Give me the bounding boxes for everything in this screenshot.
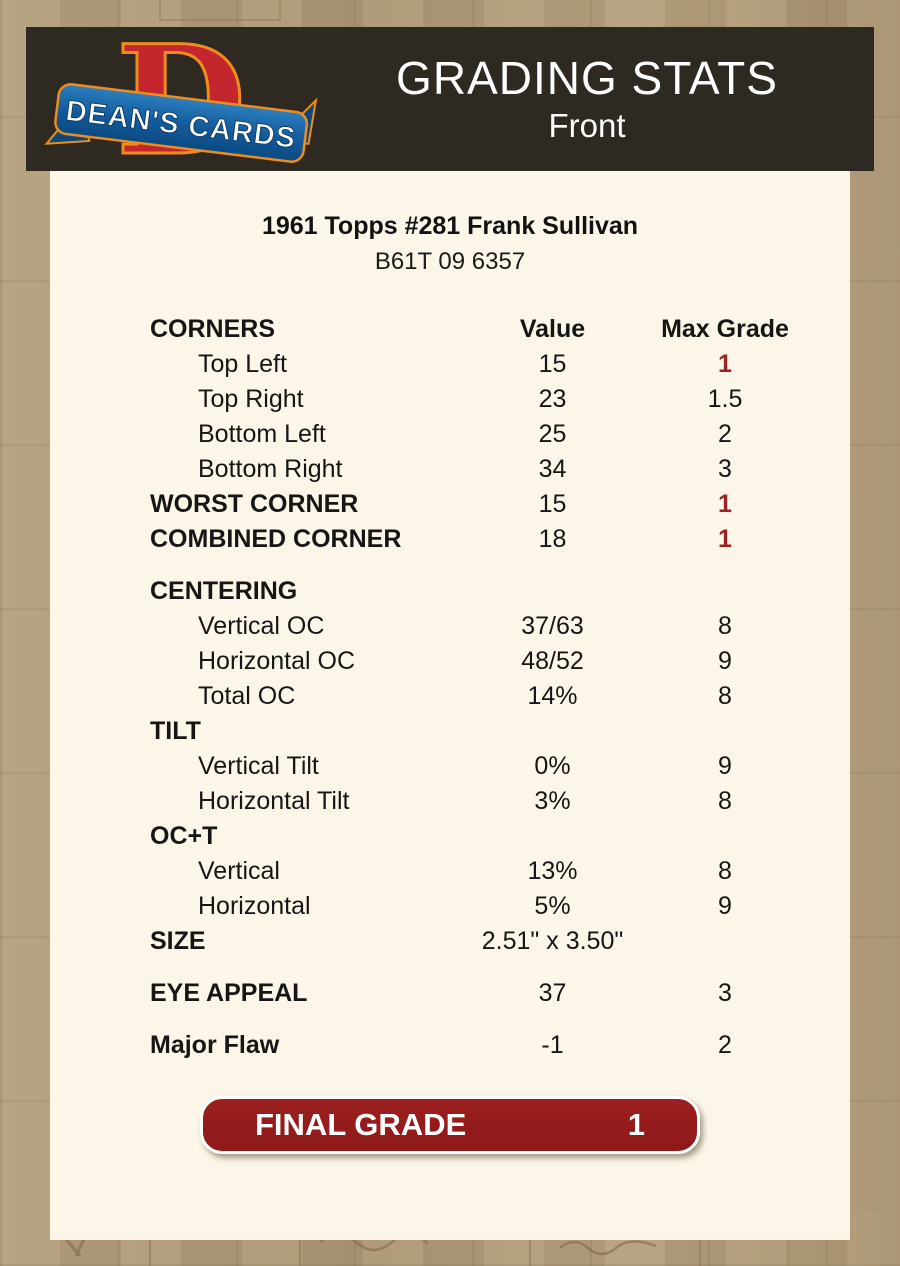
- row-max-grade: 3: [718, 979, 732, 1007]
- page-title: GRADING STATS: [396, 52, 778, 104]
- table-row: Top Right 23 1.5: [50, 382, 850, 417]
- card-title: 1961 Topps #281 Frank Sullivan: [261, 212, 639, 240]
- row-value: -1: [541, 1031, 564, 1059]
- row-value: 13%: [527, 857, 578, 885]
- table-row: Bottom Right 34 3: [50, 452, 850, 487]
- card-serial-number: B61T 09 6357: [374, 248, 526, 275]
- table-row: TILT: [50, 714, 850, 749]
- row-max-grade: 1: [718, 350, 732, 378]
- table-row: CENTERING: [50, 574, 850, 609]
- row-max-grade: 8: [718, 612, 732, 640]
- row-value: 3%: [534, 787, 571, 815]
- row-label: Bottom Left: [198, 420, 326, 448]
- row-label: WORST CORNER: [150, 490, 359, 518]
- table-spacer: [50, 959, 850, 976]
- row-label: Horizontal: [198, 892, 311, 920]
- row-label: OC+T: [150, 822, 218, 850]
- row-label: TILT: [150, 717, 201, 745]
- row-value: 0%: [534, 752, 571, 780]
- table-row: SIZE 2.51" x 3.50": [50, 924, 850, 959]
- table-row: WORST CORNER 15 1: [50, 487, 850, 522]
- row-label: CENTERING: [150, 577, 298, 605]
- table-row: CORNERS Value Max Grade: [50, 312, 850, 347]
- table-row: Vertical 13% 8: [50, 854, 850, 889]
- table-row: Top Left 15 1: [50, 347, 850, 382]
- row-label: CORNERS: [150, 315, 276, 343]
- page-subtitle-front: Front: [548, 107, 626, 144]
- row-value: 37: [538, 979, 567, 1007]
- row-value: Value: [519, 315, 586, 343]
- row-value: 23: [538, 385, 567, 413]
- row-label: Horizontal Tilt: [198, 787, 350, 815]
- table-row: Total OC 14% 8: [50, 679, 850, 714]
- final-grade-value: 1: [627, 1107, 645, 1142]
- row-label: Major Flaw: [150, 1031, 280, 1059]
- row-label: Bottom Right: [198, 455, 343, 483]
- table-row: Vertical Tilt 0% 9: [50, 749, 850, 784]
- row-label: Top Right: [198, 385, 304, 413]
- row-max-grade: 9: [718, 752, 732, 780]
- card-collage-top-decoration: [159, 0, 760, 25]
- row-value: 25: [538, 420, 567, 448]
- grading-stats-card: 1961 Topps #281 Frank Sullivan B61T 09 6…: [50, 171, 850, 1240]
- row-value: 48/52: [521, 647, 584, 675]
- row-label: Total OC: [198, 682, 296, 710]
- row-label: Vertical OC: [198, 612, 325, 640]
- row-label: Vertical Tilt: [198, 752, 319, 780]
- row-value: 15: [538, 490, 567, 518]
- row-value: 15: [538, 350, 567, 378]
- row-max-grade: 8: [718, 682, 732, 710]
- table-row: OC+T: [50, 819, 850, 854]
- row-label: Vertical: [198, 857, 280, 885]
- final-grade-label: FINAL GRADE: [255, 1107, 467, 1142]
- row-label: COMBINED CORNER: [150, 525, 402, 553]
- row-max-grade: 1.5: [707, 385, 743, 413]
- table-row: COMBINED CORNER 18 1: [50, 522, 850, 557]
- row-value: 5%: [534, 892, 571, 920]
- table-row: Major Flaw -1 2: [50, 1028, 850, 1063]
- row-value: 2.51" x 3.50": [481, 927, 624, 955]
- table-row: EYE APPEAL 37 3: [50, 976, 850, 1011]
- grading-stats-table: CORNERS Value Max Grade Top Left 15 1 To…: [50, 312, 850, 1063]
- row-label: SIZE: [150, 927, 206, 955]
- row-max-grade: 8: [718, 787, 732, 815]
- row-label: EYE APPEAL: [150, 979, 308, 1007]
- row-max-grade: 1: [718, 525, 732, 553]
- row-max-grade: 2: [718, 1031, 732, 1059]
- row-label: Top Left: [198, 350, 287, 378]
- table-spacer: [50, 1011, 850, 1028]
- table-row: Bottom Left 25 2: [50, 417, 850, 452]
- row-max-grade: 3: [718, 455, 732, 483]
- row-value: 34: [538, 455, 567, 483]
- table-row: Horizontal OC 48/52 9: [50, 644, 850, 679]
- final-grade-button[interactable]: FINAL GRADE 1: [200, 1096, 700, 1154]
- row-max-grade: 9: [718, 892, 732, 920]
- row-label: Horizontal OC: [198, 647, 355, 675]
- row-max-grade: Max Grade: [661, 315, 789, 343]
- row-max-grade: 9: [718, 647, 732, 675]
- header-titles: GRADING STATS Front: [314, 53, 874, 145]
- table-spacer: [50, 557, 850, 574]
- row-value: 18: [538, 525, 567, 553]
- deans-cards-logo[interactable]: D DEAN'S CARDS: [44, 12, 318, 191]
- table-row: Horizontal 5% 9: [50, 889, 850, 924]
- table-row: Horizontal Tilt 3% 8: [50, 784, 850, 819]
- page-header: D DEAN'S CARDS GRADING STATS Front: [26, 12, 874, 191]
- row-value: 37/63: [521, 612, 584, 640]
- row-max-grade: 8: [718, 857, 732, 885]
- row-value: 14%: [527, 682, 578, 710]
- row-max-grade: 1: [718, 490, 732, 518]
- table-row: Vertical OC 37/63 8: [50, 609, 850, 644]
- row-max-grade: 2: [718, 420, 732, 448]
